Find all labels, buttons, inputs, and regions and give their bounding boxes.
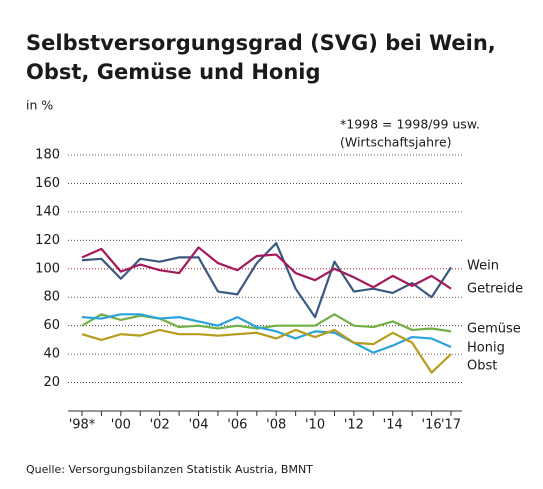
chart-title: Selbstversorgungsgrad (SVG) bei Wein, <box>26 31 496 55</box>
x-tick-label: '16 <box>422 418 442 433</box>
x-tick-label: '08 <box>266 418 286 433</box>
legend-label: Getreide <box>467 282 523 297</box>
series-line <box>81 242 452 319</box>
series-line <box>81 313 452 333</box>
y-tick-label: 140 <box>35 204 60 219</box>
x-tick-label: '04 <box>188 418 208 433</box>
note: (Wirtschaftsjahre) <box>340 135 452 150</box>
x-tick-label: '98* <box>69 418 96 433</box>
series-line <box>81 313 452 354</box>
x-tick-label: '00 <box>111 418 131 433</box>
y-tick-label: 20 <box>43 375 60 390</box>
y-tick-label: 180 <box>35 148 60 163</box>
series-line <box>81 246 452 290</box>
x-tick-label: '12 <box>344 418 364 433</box>
chart-title: Obst, Gemüse und Honig <box>26 60 321 84</box>
legend-label: Obst <box>467 359 497 374</box>
x-tick-label: '17 <box>441 418 461 433</box>
y-tick-label: 40 <box>43 347 60 362</box>
y-tick-label: 80 <box>43 290 60 305</box>
legend-label: Wein <box>467 259 499 274</box>
legend-label: Gemüse <box>467 322 521 337</box>
legend-label: Honig <box>467 341 505 356</box>
x-tick-label: '10 <box>305 418 325 433</box>
x-tick-label: '06 <box>227 418 247 433</box>
y-tick-label: 100 <box>35 261 60 276</box>
y-tick-label: 120 <box>35 233 60 248</box>
x-tick-label: '02 <box>150 418 170 433</box>
x-tick-label: '14 <box>383 418 403 433</box>
source: Quelle: Versorgungsbilanzen Statistik Au… <box>26 463 313 476</box>
unit-label: in % <box>26 98 53 113</box>
y-tick-label: 160 <box>35 176 60 191</box>
y-tick-label: 60 <box>43 318 60 333</box>
series-line <box>81 328 452 374</box>
note: *1998 = 1998/99 usw. <box>340 117 480 132</box>
